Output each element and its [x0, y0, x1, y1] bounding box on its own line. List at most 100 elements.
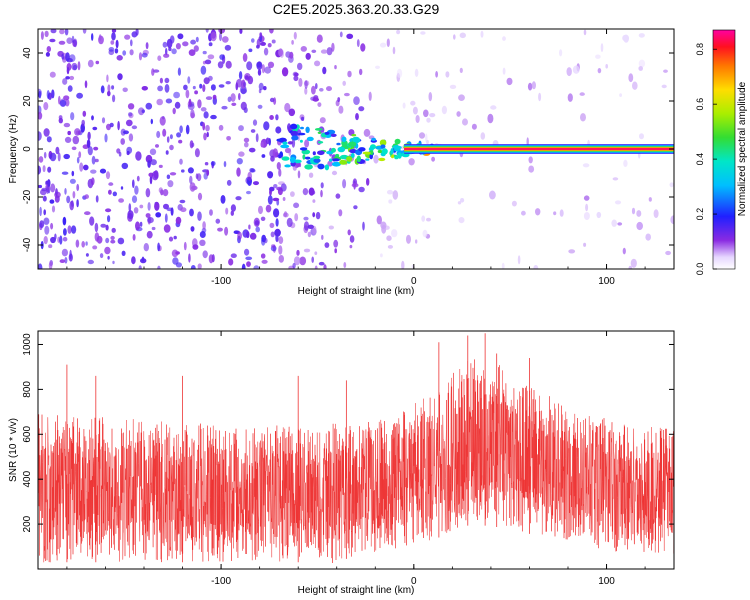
spectrogram-cell — [271, 39, 276, 44]
spectrogram-cell — [294, 213, 299, 222]
spectrogram-cell — [535, 208, 541, 216]
colorbar-ticks: 0.0 0.2 0.4 0.6 0.8 — [695, 43, 717, 275]
spectrogram-cell — [149, 175, 153, 185]
spectrogram-cell — [90, 169, 97, 174]
spectrogram-cell — [49, 199, 55, 204]
spectrogram-cell — [526, 137, 529, 147]
spectrogram-panel: -100 0 100 -40 -20 0 20 40 Height of straight l… — [8, 28, 675, 297]
y-tick-label: 200 — [22, 515, 33, 532]
spectrogram-cell — [319, 117, 326, 124]
spectrogram-cell — [260, 41, 266, 46]
spectrogram-cell — [46, 136, 52, 143]
spectrogram-cell — [64, 188, 67, 195]
spectrogram-cell — [429, 113, 436, 118]
spectrogram-cell — [245, 256, 253, 261]
spectrogram-cell — [422, 229, 428, 238]
spectrogram-cell — [343, 262, 347, 268]
spectrogram-cell — [283, 211, 288, 218]
spectrogram-cell — [435, 71, 438, 78]
spectrogram-cell — [312, 97, 320, 102]
spectrogram-cell — [48, 261, 53, 269]
spectrogram-cell — [126, 146, 133, 154]
spectrogram-cells — [38, 29, 674, 269]
spectrogram-cell — [638, 59, 646, 68]
spectrogram-cell — [203, 77, 210, 85]
spectrogram-cell — [386, 235, 392, 241]
spectrogram-cell — [661, 84, 667, 89]
spectrogram-cell — [195, 173, 199, 180]
spectrogram-cell — [408, 158, 415, 166]
spectrogram-cell — [132, 234, 136, 241]
spectrogram-cell — [338, 209, 343, 217]
spectrogram-cell — [190, 265, 196, 269]
spectrogram-cell — [63, 122, 71, 128]
y-tick-label: 1000 — [22, 333, 33, 356]
spectrogram-cell — [243, 81, 247, 87]
spectrogram-transition-cell — [281, 156, 290, 161]
spectrogram-cell — [595, 54, 601, 59]
spectrogram-cell — [248, 48, 253, 53]
spectrogram-cell — [246, 190, 251, 195]
spectrogram-cell — [320, 189, 323, 198]
spectrogram-cell — [166, 136, 170, 143]
spectrogram-transition-cell — [300, 126, 304, 130]
spectrogram-cell — [197, 99, 202, 109]
spectrogram-cell — [335, 193, 341, 199]
spectrogram-cell — [111, 227, 116, 233]
spectrogram-cell — [72, 64, 78, 71]
spectrogram-cell — [267, 171, 274, 179]
spectrogram-cell — [194, 90, 199, 95]
spectrogram-cell — [43, 151, 47, 159]
spectrogram-cell — [302, 188, 309, 196]
spectrogram-cell — [583, 242, 587, 247]
spectrogram-cell — [236, 158, 243, 165]
spectrogram-cell — [105, 171, 111, 180]
spectrogram-transition-cell — [299, 147, 308, 151]
spectrogram-cell — [291, 138, 296, 148]
spectrogram-cell — [257, 104, 263, 109]
spectrogram-cell — [265, 204, 272, 213]
spectrogram-cell — [104, 133, 108, 143]
spectrogram-cell — [158, 164, 163, 168]
spectrogram-cell — [200, 107, 207, 112]
spectrogram-cell — [43, 236, 48, 245]
spectrogram-cell — [597, 68, 602, 74]
colorbar-tick-label: 0.2 — [695, 208, 705, 221]
spectrogram-cell — [258, 205, 263, 215]
spectrogram-cell — [263, 121, 270, 131]
spectrogram-cell — [87, 59, 94, 68]
spectrogram-cell — [200, 65, 207, 75]
spectrogram-cell — [116, 55, 123, 61]
spectrogram-cell — [425, 133, 428, 143]
spectrogram-cell — [131, 125, 138, 130]
spectrogram-cell — [303, 216, 309, 221]
spectrogram-cell — [165, 150, 169, 155]
spectrogram-cell — [219, 54, 225, 60]
spectrogram-cell — [197, 192, 203, 201]
spectrogram-cell — [284, 147, 291, 154]
colorbar-label: Normalized spectral amplitude — [737, 81, 748, 216]
spectrogram-cell — [71, 146, 77, 151]
spectrogram-cell — [176, 132, 182, 138]
spectrogram-cell — [192, 85, 196, 90]
spectrogram-cell — [315, 211, 321, 220]
spectrogram-cell — [157, 265, 161, 269]
spectrogram-cell — [77, 61, 81, 71]
spectrogram-cell — [205, 124, 210, 132]
spectrogram-cell — [281, 67, 289, 77]
spectrogram-cell — [87, 146, 93, 156]
spectrogram-cell — [375, 65, 380, 70]
spectrogram-cell — [108, 47, 115, 52]
spectrogram-cell — [251, 38, 255, 43]
spectrogram-cell — [100, 223, 107, 228]
spectrogram-cell — [356, 39, 360, 48]
spectrogram-cell — [71, 225, 77, 234]
spectrogram-cell — [105, 208, 112, 213]
spectrogram-cell — [138, 107, 145, 116]
spectrogram-cell — [230, 210, 234, 216]
spectrogram-cell — [392, 190, 399, 200]
spectrogram-cell — [208, 254, 214, 264]
spectrogram-cell — [353, 205, 358, 210]
spectrogram-cell — [145, 188, 151, 198]
spectrogram-cell — [78, 151, 82, 159]
